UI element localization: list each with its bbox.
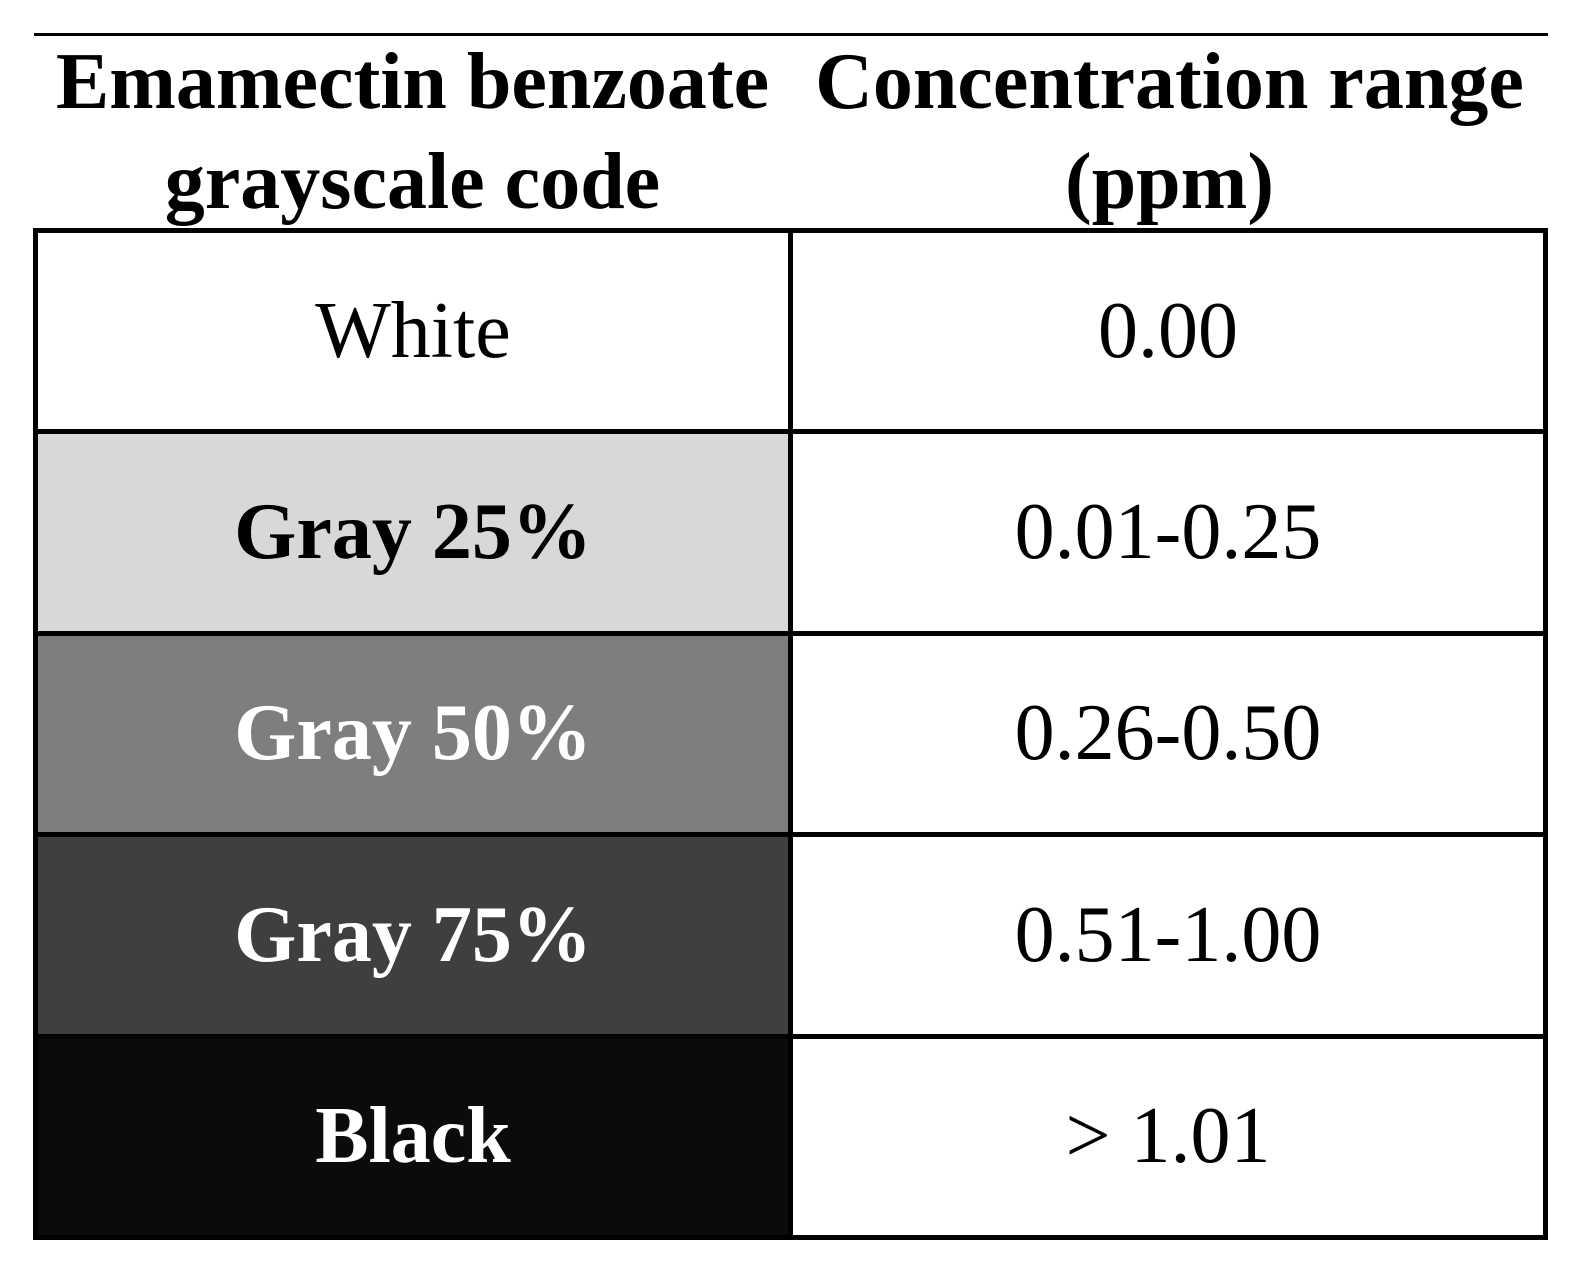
table-body: White 0.00 Gray 25% 0.01-0.25 Gray 50% 0…: [33, 228, 1548, 1240]
header-concentration-range: Concentration range (ppm): [815, 38, 1524, 226]
header-grayscale-code: Emamectin benzoate grayscale code: [55, 38, 770, 226]
concentration-range-cell: 0.01-0.25: [793, 434, 1543, 631]
concentration-range-cell: > 1.01: [793, 1038, 1543, 1235]
grayscale-code-cell: White: [38, 233, 788, 430]
grayscale-code-cell: Gray 25%: [38, 434, 788, 631]
grayscale-code-cell: Gray 50%: [38, 635, 788, 833]
header-top-rule: [34, 33, 1548, 36]
grayscale-code-cell: Black: [38, 1038, 788, 1235]
table-header-row: Emamectin benzoate grayscale code Concen…: [34, 36, 1548, 228]
concentration-range-cell: 0.51-1.00: [793, 837, 1543, 1034]
grayscale-code-cell: Gray 75%: [38, 837, 788, 1034]
concentration-range-cell: 0.00: [793, 233, 1543, 430]
concentration-range-cell: 0.26-0.50: [793, 635, 1543, 833]
